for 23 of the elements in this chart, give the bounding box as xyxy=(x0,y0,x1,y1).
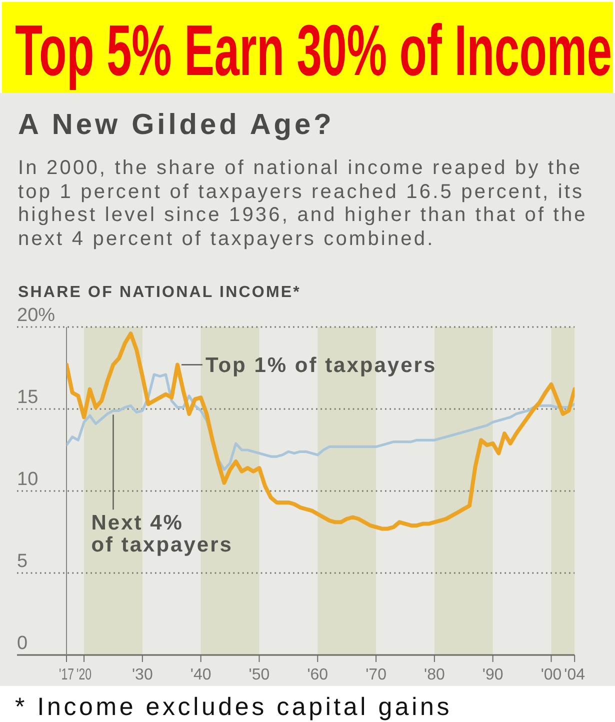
series-label: Top 1% of taxpayers xyxy=(205,354,437,378)
text: Next 4% of taxpayers xyxy=(91,512,233,557)
x-tick-label: '20 xyxy=(76,664,92,683)
x-tick-label: '80 xyxy=(424,666,445,684)
y-tick-label: 20% xyxy=(17,305,56,326)
x-tick-label: '17 xyxy=(58,664,74,683)
x-tick-label: '70 xyxy=(366,666,387,684)
y-tick-label: 10 xyxy=(17,469,38,490)
x-tick-label: '90 xyxy=(482,666,504,684)
text: In 2000, the share of national income reaped by the top 1 percent of taxpayers reached 16.5 percent, its highest level since 1936, and higher than that of the next 4 percent of taxpayers combined. xyxy=(18,157,588,251)
chart-subtitle: A New Gilded Age? xyxy=(18,108,334,142)
x-tick-label: '60 xyxy=(307,666,328,684)
x-tick-label: '00 xyxy=(540,666,562,684)
y-tick-label: 15 xyxy=(17,387,38,408)
x-tick-label: '50 xyxy=(248,666,270,684)
chart-title: Top 5% Earn 30% of Income xyxy=(15,10,612,93)
x-tick-label: '40 xyxy=(190,666,212,684)
y-tick-label: 0 xyxy=(17,633,28,654)
x-tick-label: '30 xyxy=(132,666,153,684)
y-axis-title: SHARE OF NATIONAL INCOME* xyxy=(18,284,301,302)
text: * Income excludes capital gains xyxy=(15,693,452,721)
y-tick-label: 5 xyxy=(17,551,28,572)
x-tick-label: '04 xyxy=(564,666,586,684)
